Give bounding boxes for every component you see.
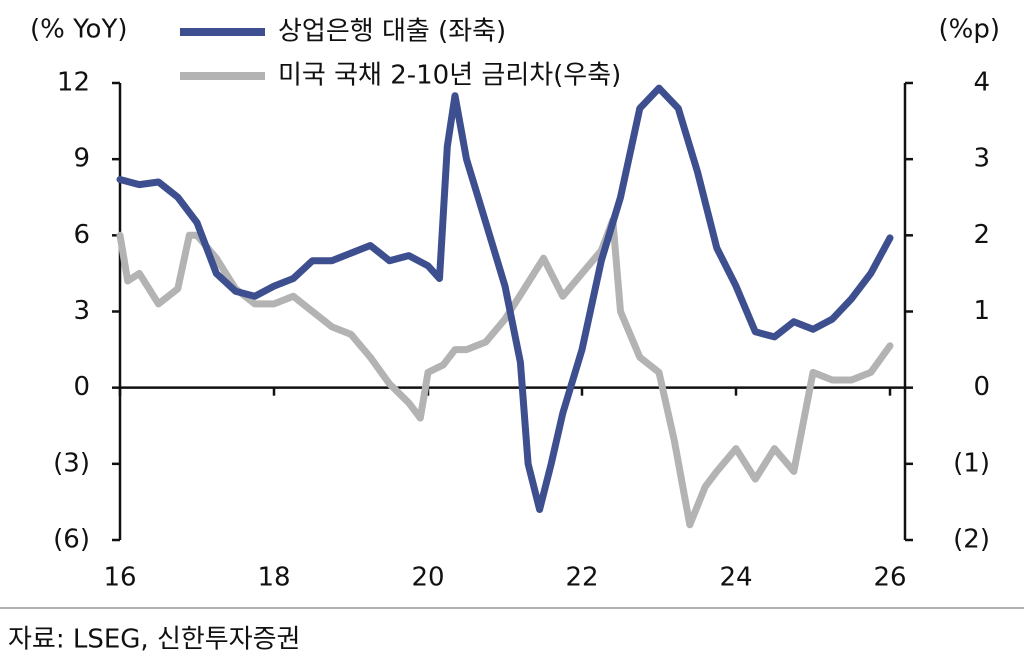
y2-tick-label: (1) [953,448,990,478]
y2-axis-label: (%p) [939,15,1001,45]
source: 자료: LSEG, 신한투자증권 [8,625,300,655]
y2-tick-label: 0 [973,372,990,402]
y-tick-label: 0 [73,372,90,402]
x-tick-label: 24 [719,563,752,593]
y2-tick-label: 1 [973,296,990,326]
y2-tick-label: (2) [953,525,990,555]
x-tick-label: 20 [411,563,444,593]
legend-label: 상업은행 대출 (좌축) [278,17,506,47]
y-tick-label: 3 [73,296,90,326]
y2-tick-label: 3 [973,144,990,174]
legend-label: 미국 국채 2-10년 금리차(우축) [278,61,621,91]
y2-tick-label: 2 [973,220,990,250]
x-tick-label: 16 [103,563,136,593]
y2-tick-label: 4 [973,68,990,98]
y-tick-label: 6 [73,220,90,250]
y-tick-label: (3) [53,448,90,478]
y-tick-label: 12 [57,68,90,98]
x-tick-label: 26 [873,563,906,593]
x-tick-label: 22 [565,563,598,593]
x-tick-label: 18 [257,563,290,593]
series-line [116,84,894,513]
y-axis-label: (% YoY) [30,15,127,45]
series-line [116,216,894,529]
y-tick-label: 9 [73,144,90,174]
y-tick-label: (6) [53,525,90,555]
